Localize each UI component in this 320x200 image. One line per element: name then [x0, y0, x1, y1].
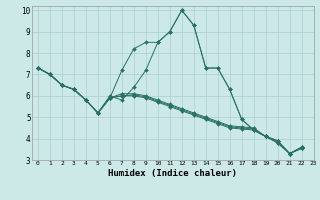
X-axis label: Humidex (Indice chaleur): Humidex (Indice chaleur) [108, 169, 237, 178]
